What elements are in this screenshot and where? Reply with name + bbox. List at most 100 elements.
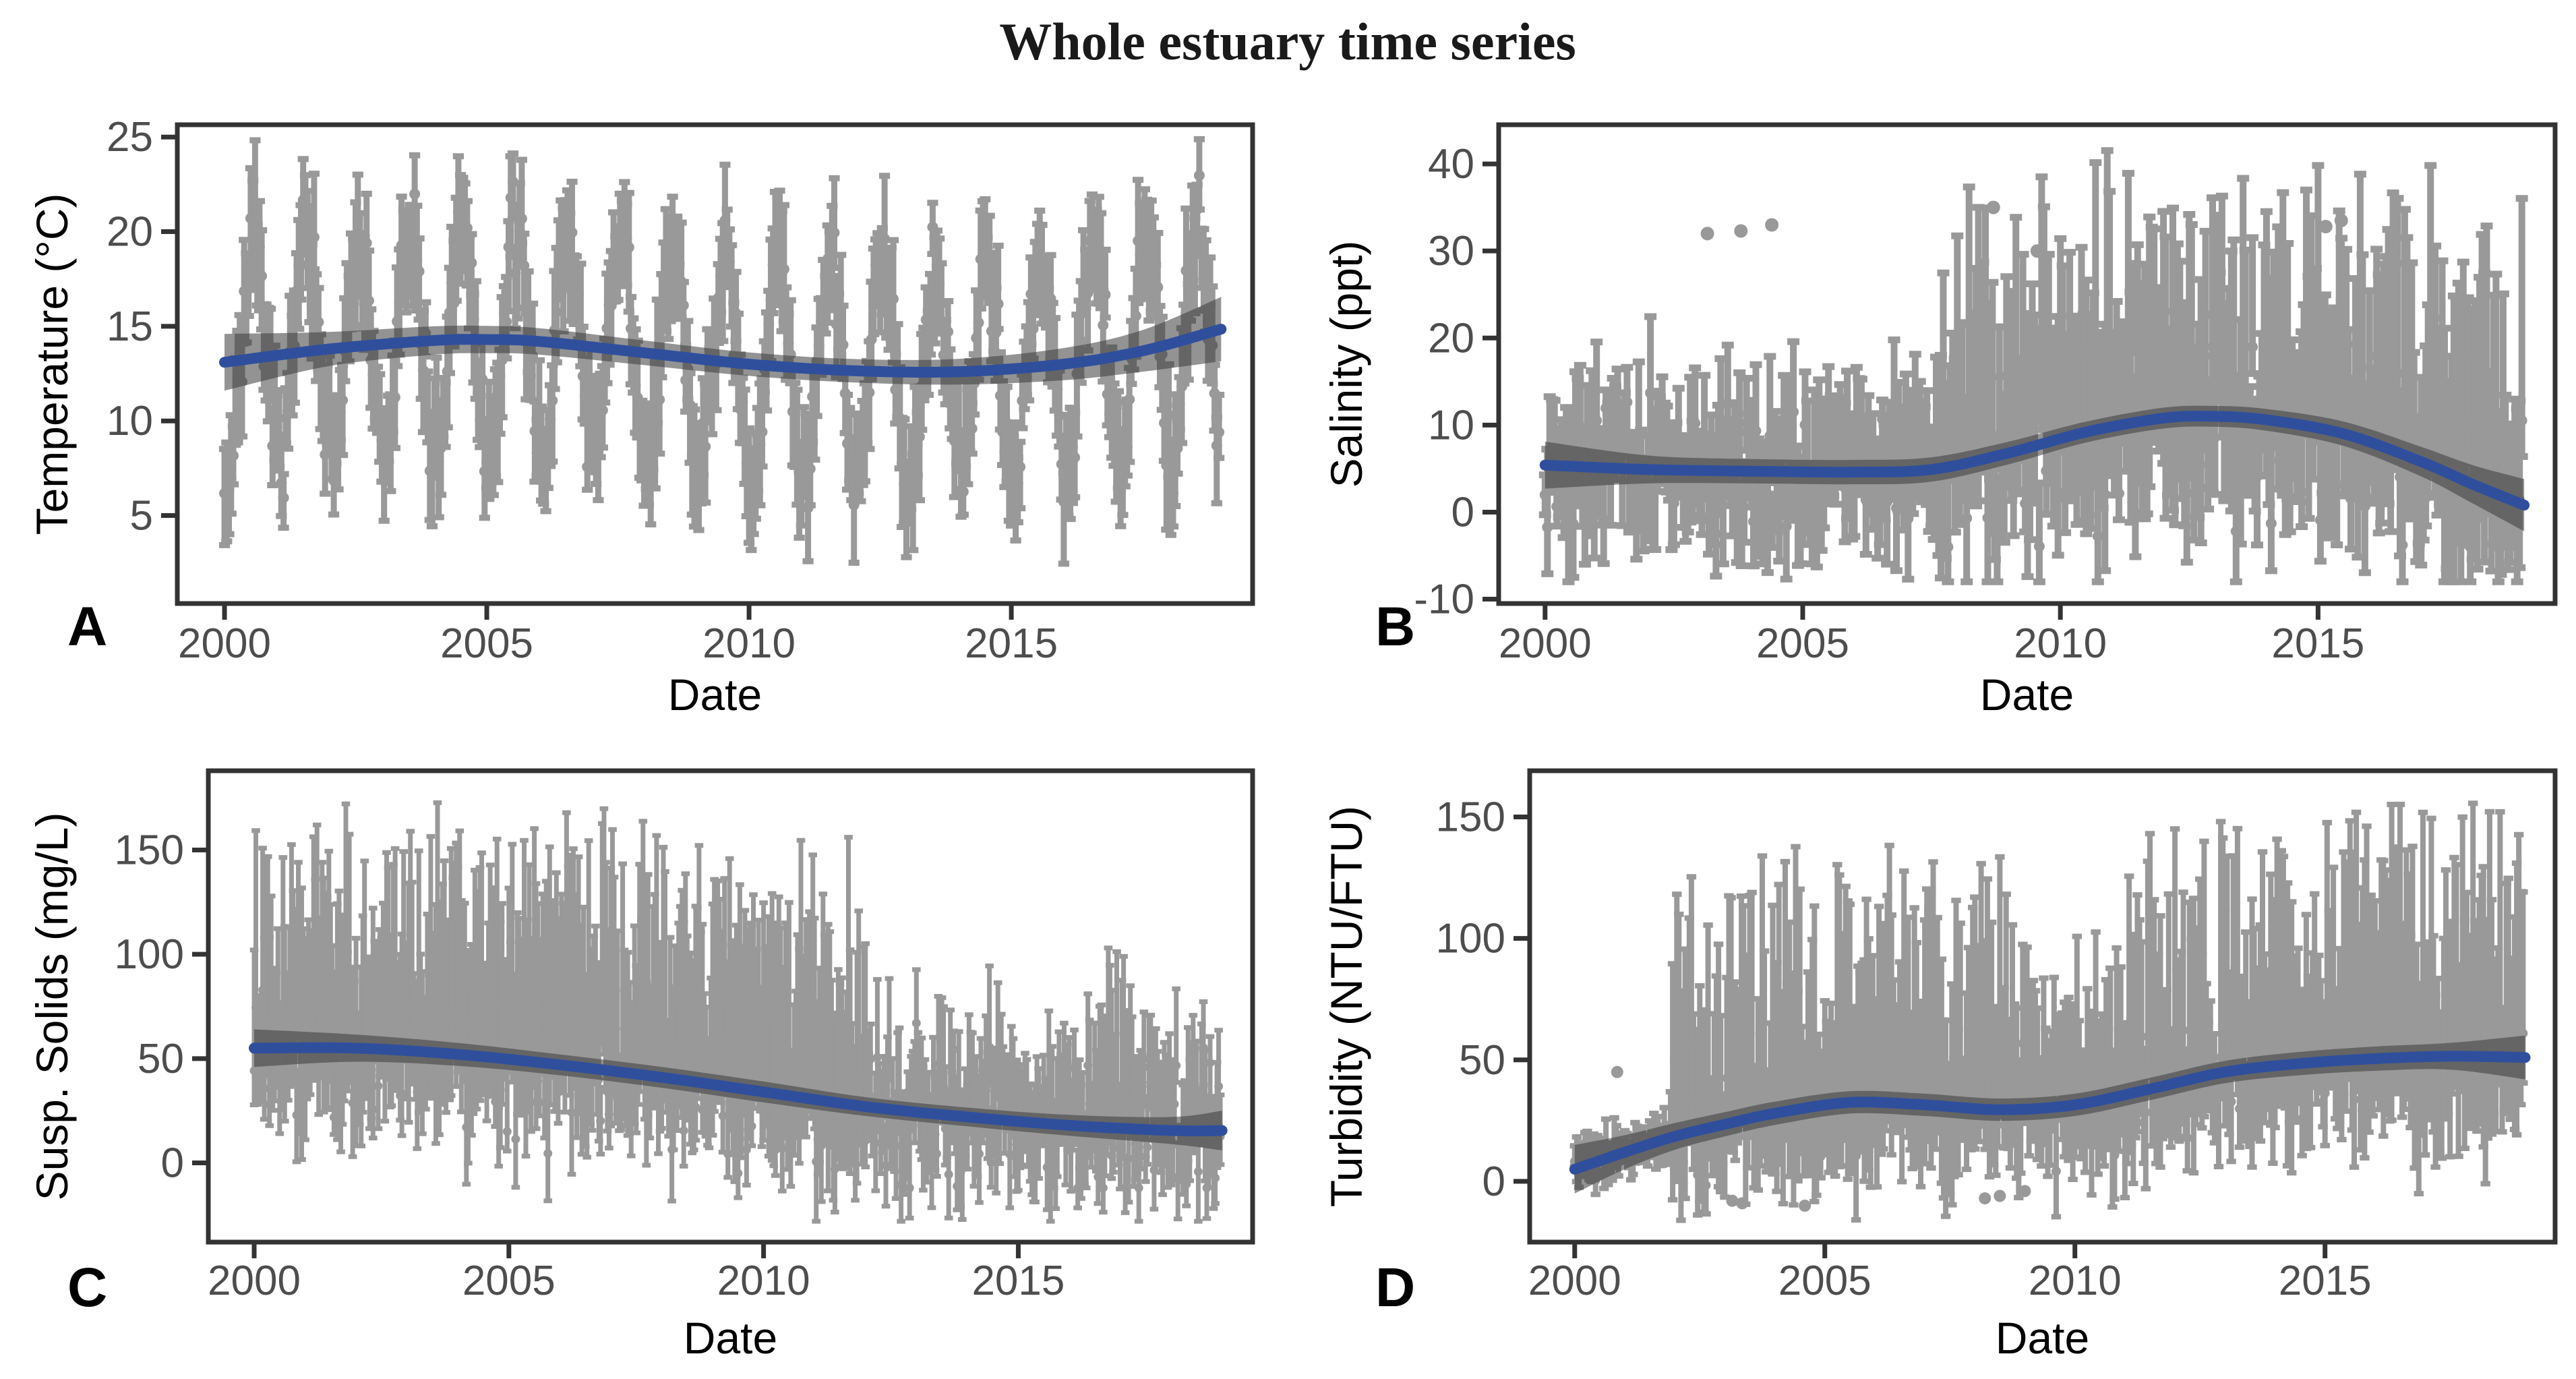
data-point xyxy=(891,1142,901,1150)
panel-border xyxy=(206,768,1255,1245)
axes-layer xyxy=(1482,122,2558,620)
data-point xyxy=(654,394,665,405)
data-point xyxy=(837,339,849,351)
data-point xyxy=(431,404,442,415)
data-point xyxy=(337,394,349,406)
data-point xyxy=(597,405,608,416)
outlier-point xyxy=(1799,1200,1811,1212)
panel-d-turbidity: 2000 2005 2010 2015 0 50 100 150 Date Turbidity (… xyxy=(1321,768,2558,1363)
data-point xyxy=(1961,512,1973,524)
smooth-line xyxy=(1569,1051,2531,1175)
data-point xyxy=(1170,1099,1179,1109)
data-point xyxy=(932,1149,941,1158)
data-point xyxy=(1750,426,1762,437)
data-point xyxy=(2099,489,2111,500)
data-point xyxy=(911,1018,921,1028)
data-point xyxy=(516,213,527,225)
y-tick-label: 100 xyxy=(1436,916,1505,962)
outlier-point xyxy=(1736,1197,1749,1210)
y-tick-label: 20 xyxy=(1428,315,1474,361)
data-point xyxy=(596,1116,605,1125)
data-point xyxy=(623,241,634,253)
confidence-band xyxy=(1574,1035,2525,1194)
data-point xyxy=(1124,1154,1133,1163)
data-point xyxy=(368,1105,378,1114)
x-tick-label: 2005 xyxy=(462,1258,556,1304)
data-point xyxy=(373,1081,383,1090)
range-bar xyxy=(1015,438,1026,512)
data-point xyxy=(866,1055,875,1064)
panel-letter: D xyxy=(1375,1257,1415,1318)
data-point xyxy=(397,1089,407,1098)
x-axis-title: Date xyxy=(1996,1313,2089,1363)
axes-layer xyxy=(192,768,1255,1258)
x-tick-label: 2005 xyxy=(1778,1258,1871,1304)
axes-layer xyxy=(1514,768,2558,1258)
range-bar xyxy=(2515,195,2528,460)
data-point xyxy=(888,293,899,305)
data-point xyxy=(957,486,969,498)
data-point xyxy=(547,395,558,407)
y-tick-label: 50 xyxy=(138,1036,184,1082)
data-point xyxy=(1567,518,1579,529)
x-tick-label: 2010 xyxy=(702,620,796,667)
y-tick-label: 15 xyxy=(107,303,153,350)
data-point xyxy=(872,1053,882,1062)
data-point xyxy=(2516,415,2527,426)
data-point xyxy=(966,423,978,434)
data-point xyxy=(1747,1061,1757,1072)
x-tick-label: 2005 xyxy=(440,620,533,667)
data-point xyxy=(1942,541,1954,553)
data-point xyxy=(1621,397,1633,408)
data-point xyxy=(804,463,816,475)
data-point xyxy=(1098,1183,1108,1193)
data-point xyxy=(389,392,400,403)
tick-labels: 2000 2005 2010 2015 -10 0 10 20 30 40 Date Salinity… xyxy=(1321,141,2364,720)
data-point xyxy=(1124,394,1135,405)
data-point xyxy=(2247,341,2258,353)
x-tick-label: 2005 xyxy=(1756,620,1849,667)
y-tick-label: 20 xyxy=(107,209,153,256)
data-point xyxy=(2331,479,2343,490)
data-point xyxy=(2181,488,2192,499)
data-point xyxy=(2140,1107,2151,1117)
smooth-line xyxy=(1539,411,2530,511)
outlier-point xyxy=(2018,1185,2031,1198)
data-point xyxy=(871,1138,880,1148)
data-point xyxy=(1075,335,1087,347)
data-point xyxy=(1149,1165,1159,1175)
data-point xyxy=(1591,415,1602,426)
data-point xyxy=(2092,531,2103,542)
y-tick-label: 10 xyxy=(107,398,153,444)
data-point xyxy=(700,441,711,452)
data-point xyxy=(567,1108,576,1117)
y-tick-label: 100 xyxy=(115,931,184,978)
data-point xyxy=(274,430,285,442)
outlier-point xyxy=(1986,200,2000,214)
y-axis-title: Salinity (ppt) xyxy=(1321,241,1371,488)
data-point xyxy=(756,426,768,438)
data-point xyxy=(992,298,1004,310)
x-tick-label: 2015 xyxy=(2279,1258,2372,1304)
x-tick-label: 2015 xyxy=(971,1258,1065,1304)
data-point xyxy=(2320,1088,2330,1098)
data-point xyxy=(1015,461,1026,473)
data-point xyxy=(413,266,425,277)
scatter-layer xyxy=(249,800,1225,1224)
data-point xyxy=(1211,1173,1220,1183)
data-point xyxy=(501,316,512,328)
x-tick-label: 2015 xyxy=(965,620,1058,667)
data-point xyxy=(2195,482,2207,494)
x-tick-label: 2010 xyxy=(717,1258,810,1304)
data-point xyxy=(502,1127,512,1136)
data-point xyxy=(2518,1028,2528,1038)
data-point xyxy=(718,1111,727,1121)
data-point xyxy=(260,1084,269,1093)
data-point xyxy=(1139,1063,1149,1072)
data-point xyxy=(949,1045,959,1054)
smooth-line xyxy=(219,324,1227,378)
data-point xyxy=(879,233,891,245)
outlier-point xyxy=(2334,214,2348,227)
data-point xyxy=(1205,1058,1215,1067)
data-point xyxy=(1098,320,1109,331)
